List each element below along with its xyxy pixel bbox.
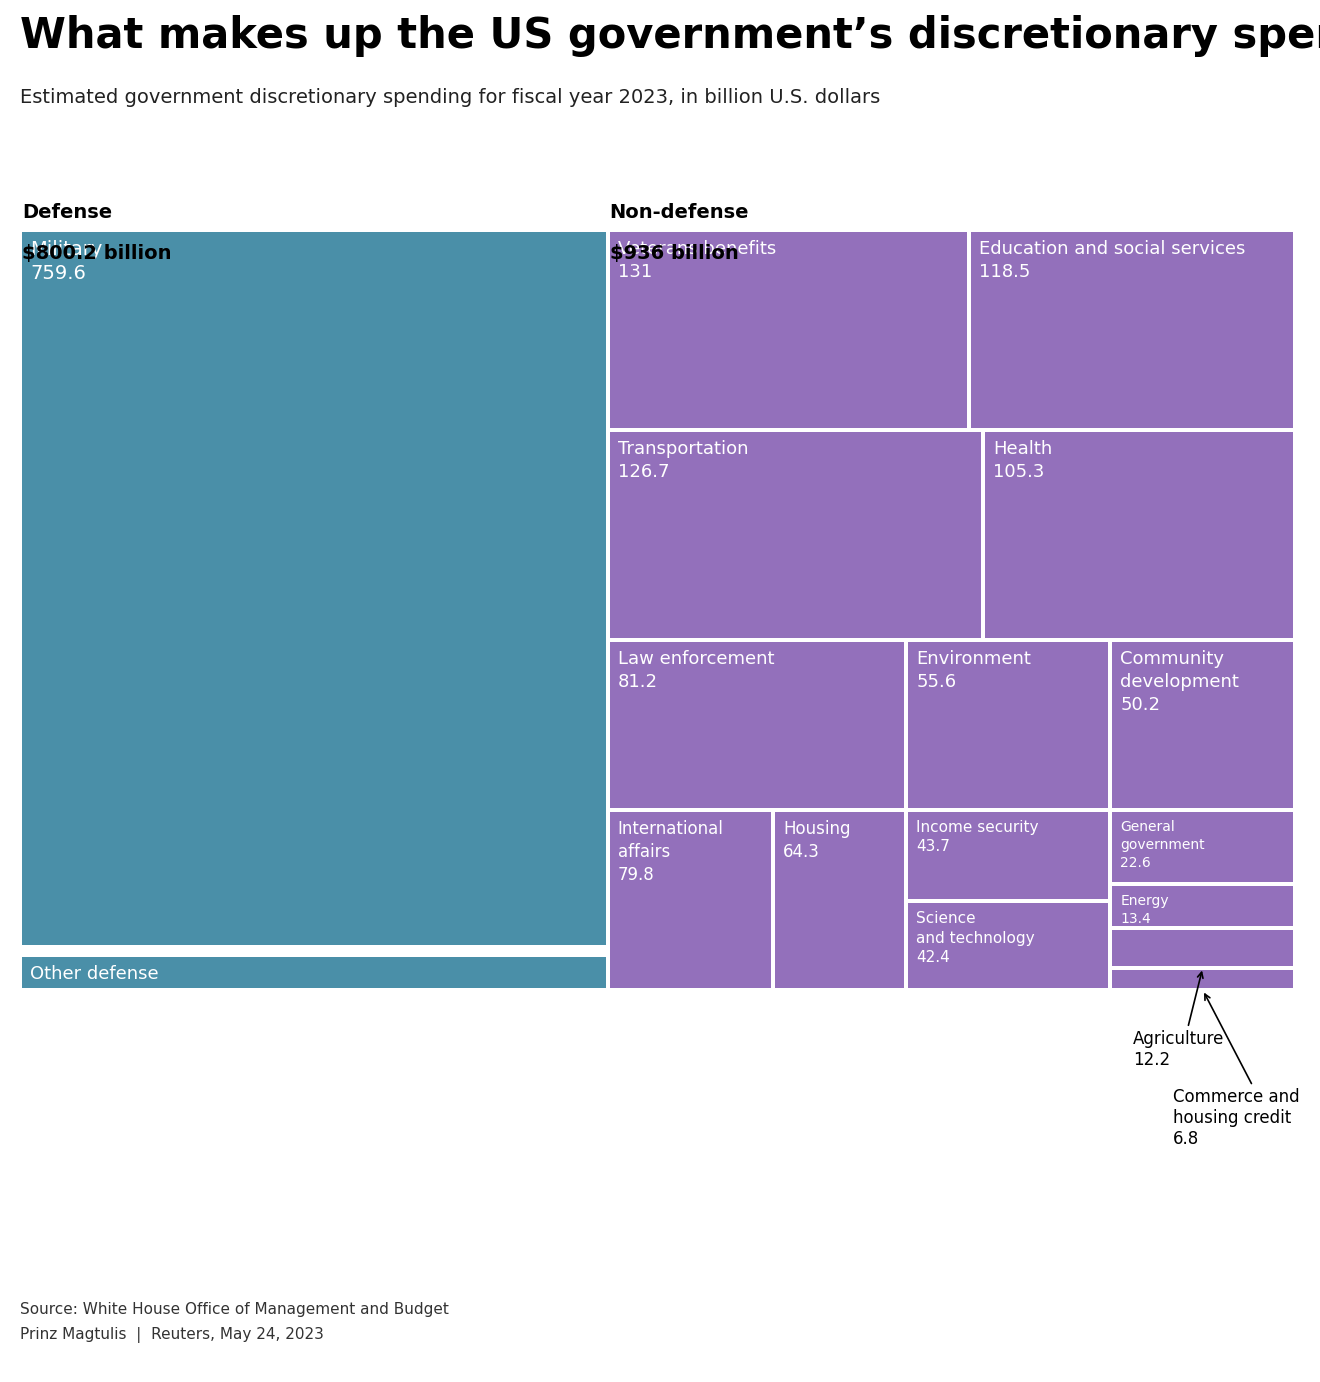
Text: Environment
55.6: Environment 55.6 bbox=[916, 650, 1031, 691]
Text: Health
105.3: Health 105.3 bbox=[993, 439, 1052, 481]
FancyBboxPatch shape bbox=[610, 813, 771, 988]
Text: Estimated government discretionary spending for fiscal year 2023, in billion U.S: Estimated government discretionary spend… bbox=[20, 88, 880, 106]
FancyBboxPatch shape bbox=[908, 904, 1109, 988]
Text: Science
and technology
42.4: Science and technology 42.4 bbox=[916, 911, 1035, 965]
FancyBboxPatch shape bbox=[1113, 886, 1294, 926]
FancyBboxPatch shape bbox=[985, 433, 1294, 638]
Text: Other defense
40.6: Other defense 40.6 bbox=[30, 966, 158, 1006]
Text: Housing
64.3: Housing 64.3 bbox=[783, 820, 850, 861]
Text: What makes up the US government’s discretionary spending?: What makes up the US government’s discre… bbox=[20, 15, 1320, 57]
Text: Veterans benefits
131: Veterans benefits 131 bbox=[618, 240, 776, 281]
Text: Community
development
50.2: Community development 50.2 bbox=[1121, 650, 1239, 713]
FancyBboxPatch shape bbox=[1113, 643, 1294, 808]
Text: Law enforcement
81.2: Law enforcement 81.2 bbox=[618, 650, 774, 691]
FancyBboxPatch shape bbox=[1113, 970, 1294, 988]
FancyBboxPatch shape bbox=[908, 643, 1109, 808]
Text: Transportation
126.7: Transportation 126.7 bbox=[618, 439, 748, 481]
Text: Defense: Defense bbox=[22, 203, 112, 223]
FancyBboxPatch shape bbox=[610, 433, 981, 638]
FancyBboxPatch shape bbox=[22, 958, 606, 988]
Text: Prinz Magtulis  |  Reuters, May 24, 2023: Prinz Magtulis | Reuters, May 24, 2023 bbox=[20, 1327, 323, 1343]
FancyBboxPatch shape bbox=[22, 232, 606, 945]
FancyBboxPatch shape bbox=[970, 232, 1294, 428]
Text: Income security
43.7: Income security 43.7 bbox=[916, 820, 1039, 854]
Text: Energy
13.4: Energy 13.4 bbox=[1121, 894, 1170, 926]
Text: General
government
22.6: General government 22.6 bbox=[1121, 820, 1205, 869]
Text: Commerce and
housing credit
6.8: Commerce and housing credit 6.8 bbox=[1172, 1088, 1299, 1147]
FancyBboxPatch shape bbox=[610, 232, 966, 428]
Text: $800.2 billion: $800.2 billion bbox=[22, 245, 172, 263]
FancyBboxPatch shape bbox=[908, 813, 1109, 900]
Text: Non-defense: Non-defense bbox=[610, 203, 750, 223]
Text: Agriculture
12.2: Agriculture 12.2 bbox=[1133, 1030, 1224, 1068]
Text: Military
759.6: Military 759.6 bbox=[30, 240, 103, 283]
Text: Source: White House Office of Management and Budget: Source: White House Office of Management… bbox=[20, 1302, 449, 1317]
Text: $936 billion: $936 billion bbox=[610, 245, 738, 263]
Text: International
affairs
79.8: International affairs 79.8 bbox=[618, 820, 723, 884]
FancyBboxPatch shape bbox=[1113, 813, 1294, 882]
Text: Education and social services
118.5: Education and social services 118.5 bbox=[978, 240, 1245, 281]
FancyBboxPatch shape bbox=[775, 813, 904, 988]
FancyBboxPatch shape bbox=[1113, 930, 1294, 966]
FancyBboxPatch shape bbox=[610, 643, 904, 808]
